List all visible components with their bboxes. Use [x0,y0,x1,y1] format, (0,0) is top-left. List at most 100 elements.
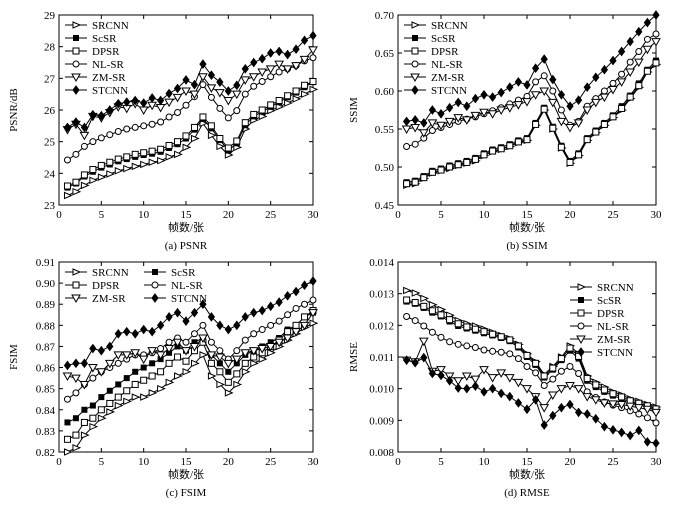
psnr-xtick-label: 25 [265,209,277,221]
psnr-point-dpsr [241,119,249,127]
psnr-point-srcnn [148,158,158,167]
ssim-point-zm-sr [496,106,507,116]
ssim-point-stcnn [523,80,531,90]
fsim-point-srcnn [190,359,200,368]
fsim-point-srcnn [258,355,268,363]
rmse-point-stcnn [411,357,419,368]
psnr-ytick-label: 25 [44,137,56,149]
psnr-point-zm-sr [265,65,276,74]
ssim-point-zm-sr [522,98,532,107]
ssim-point-nl-sr [626,58,634,66]
ssim-point-zm-sr [487,110,498,119]
fsim-point-nl-sr [207,338,215,346]
fsim-point-stcnn [250,307,258,318]
fsim-point-zm-sr [79,380,90,390]
ssim-point-zm-sr [651,38,661,47]
psnr-point-nl-sr [123,125,131,133]
fsim-legend-label-srcnn: SRCNN [92,267,129,279]
fsim-point-stcnn [224,324,232,335]
ssim-point-dpsr [497,145,505,153]
fsim-legend-marker-dpsr [72,281,80,289]
fsim-point-stcnn [283,290,292,301]
psnr-legend-label-scsr: ScSR [92,33,117,45]
ssim-point-nl-sr [411,140,419,148]
psnr-point-nl-sr [174,109,182,117]
psnr-point-nl-sr [275,68,283,76]
ssim-point-stcnn [428,105,437,115]
fsim-legend-marker-stcnn [151,293,159,303]
ssim-point-nl-sr [403,142,411,150]
rmse-point-zm-sr [590,396,601,405]
rmse-xtick-label: 10 [479,456,491,468]
fsim-point-srcnn [267,349,276,357]
fsim-point-stcnn [207,312,216,322]
fsim-point-stcnn [114,328,122,339]
ssim-point-stcnn [437,108,445,119]
ssim-point-nl-sr [549,87,557,95]
psnr-point-zm-sr [172,93,183,103]
rmse-point-dpsr [514,342,522,350]
fsim-point-srcnn [148,389,158,397]
ssim-xtick-label: 10 [479,209,491,221]
rmse-point-dpsr [480,328,488,336]
psnr-point-dpsr [123,153,131,161]
psnr-point-dpsr [233,137,241,145]
ssim-point-dpsr [643,67,651,75]
ssim-point-zm-sr [504,104,515,113]
fsim-point-srcnn [224,389,234,397]
fsim-ytick-label: 0.91 [36,257,55,269]
rmse-point-stcnn [626,430,634,441]
psnr-point-srcnn [80,181,90,190]
fsim-xtick-label: 15 [181,456,193,468]
fsim-point-srcnn [72,444,82,452]
fsim-point-zm-sr [121,351,132,360]
ssim-legend-marker-srcnn [411,21,421,29]
fsim-ytick-label: 0.83 [36,426,56,438]
rmse-legend-marker-scsr [578,297,584,303]
psnr-x-axis-label: 帧数/张 [168,220,204,234]
ssim-ytick-label: 0.55 [375,124,395,136]
psnr-ytick-label: 29 [44,10,56,22]
fsim-point-dpsr [292,321,300,329]
psnr-point-dpsr [190,123,198,131]
fsim-point-nl-sr [182,338,190,346]
ssim-point-zm-sr [547,98,558,108]
psnr-point-stcnn [89,109,97,120]
rmse-point-dpsr [583,375,591,383]
rmse-ytick-label: 0.008 [369,447,394,459]
fsim-point-nl-sr [114,359,122,367]
psnr-point-srcnn [309,85,319,94]
psnr-point-zm-sr [189,90,200,100]
rmse-legend-label-scsr: ScSR [597,295,622,307]
psnr-point-zm-sr [257,68,268,78]
psnr-point-srcnn [123,164,133,173]
psnr-point-stcnn [224,86,232,96]
psnr-point-nl-sr [140,122,148,130]
ssim-point-stcnn [411,115,419,125]
fsim-point-stcnn [275,297,283,307]
ssim-point-zm-sr [418,129,429,138]
fsim-point-stcnn [89,343,97,354]
ssim-point-dpsr [532,120,540,128]
fsim-point-nl-sr [63,395,71,403]
ssim-point-dpsr [540,105,548,113]
rmse-point-dpsr [497,333,505,341]
fsim-point-srcnn [106,408,116,416]
rmse-ytick-label: 0.011 [370,352,394,364]
rmse-point-dpsr [411,299,419,307]
rmse-point-stcnn [420,352,428,363]
rmse-point-stcnn [402,355,411,365]
psnr-legend-label-zm-sr: ZM-SR [92,72,126,84]
fsim-point-dpsr [174,353,182,361]
rmse-point-stcnn [531,394,540,405]
fsim-point-nl-sr [301,300,309,308]
ssim-point-zm-sr [633,58,644,68]
ssim-point-dpsr [592,128,600,136]
ssim-point-stcnn [420,118,428,128]
fsim-point-stcnn [123,326,131,337]
rmse-point-zm-sr [487,374,498,383]
fsim-point-stcnn [156,320,165,331]
fsim-point-stcnn [148,326,156,337]
